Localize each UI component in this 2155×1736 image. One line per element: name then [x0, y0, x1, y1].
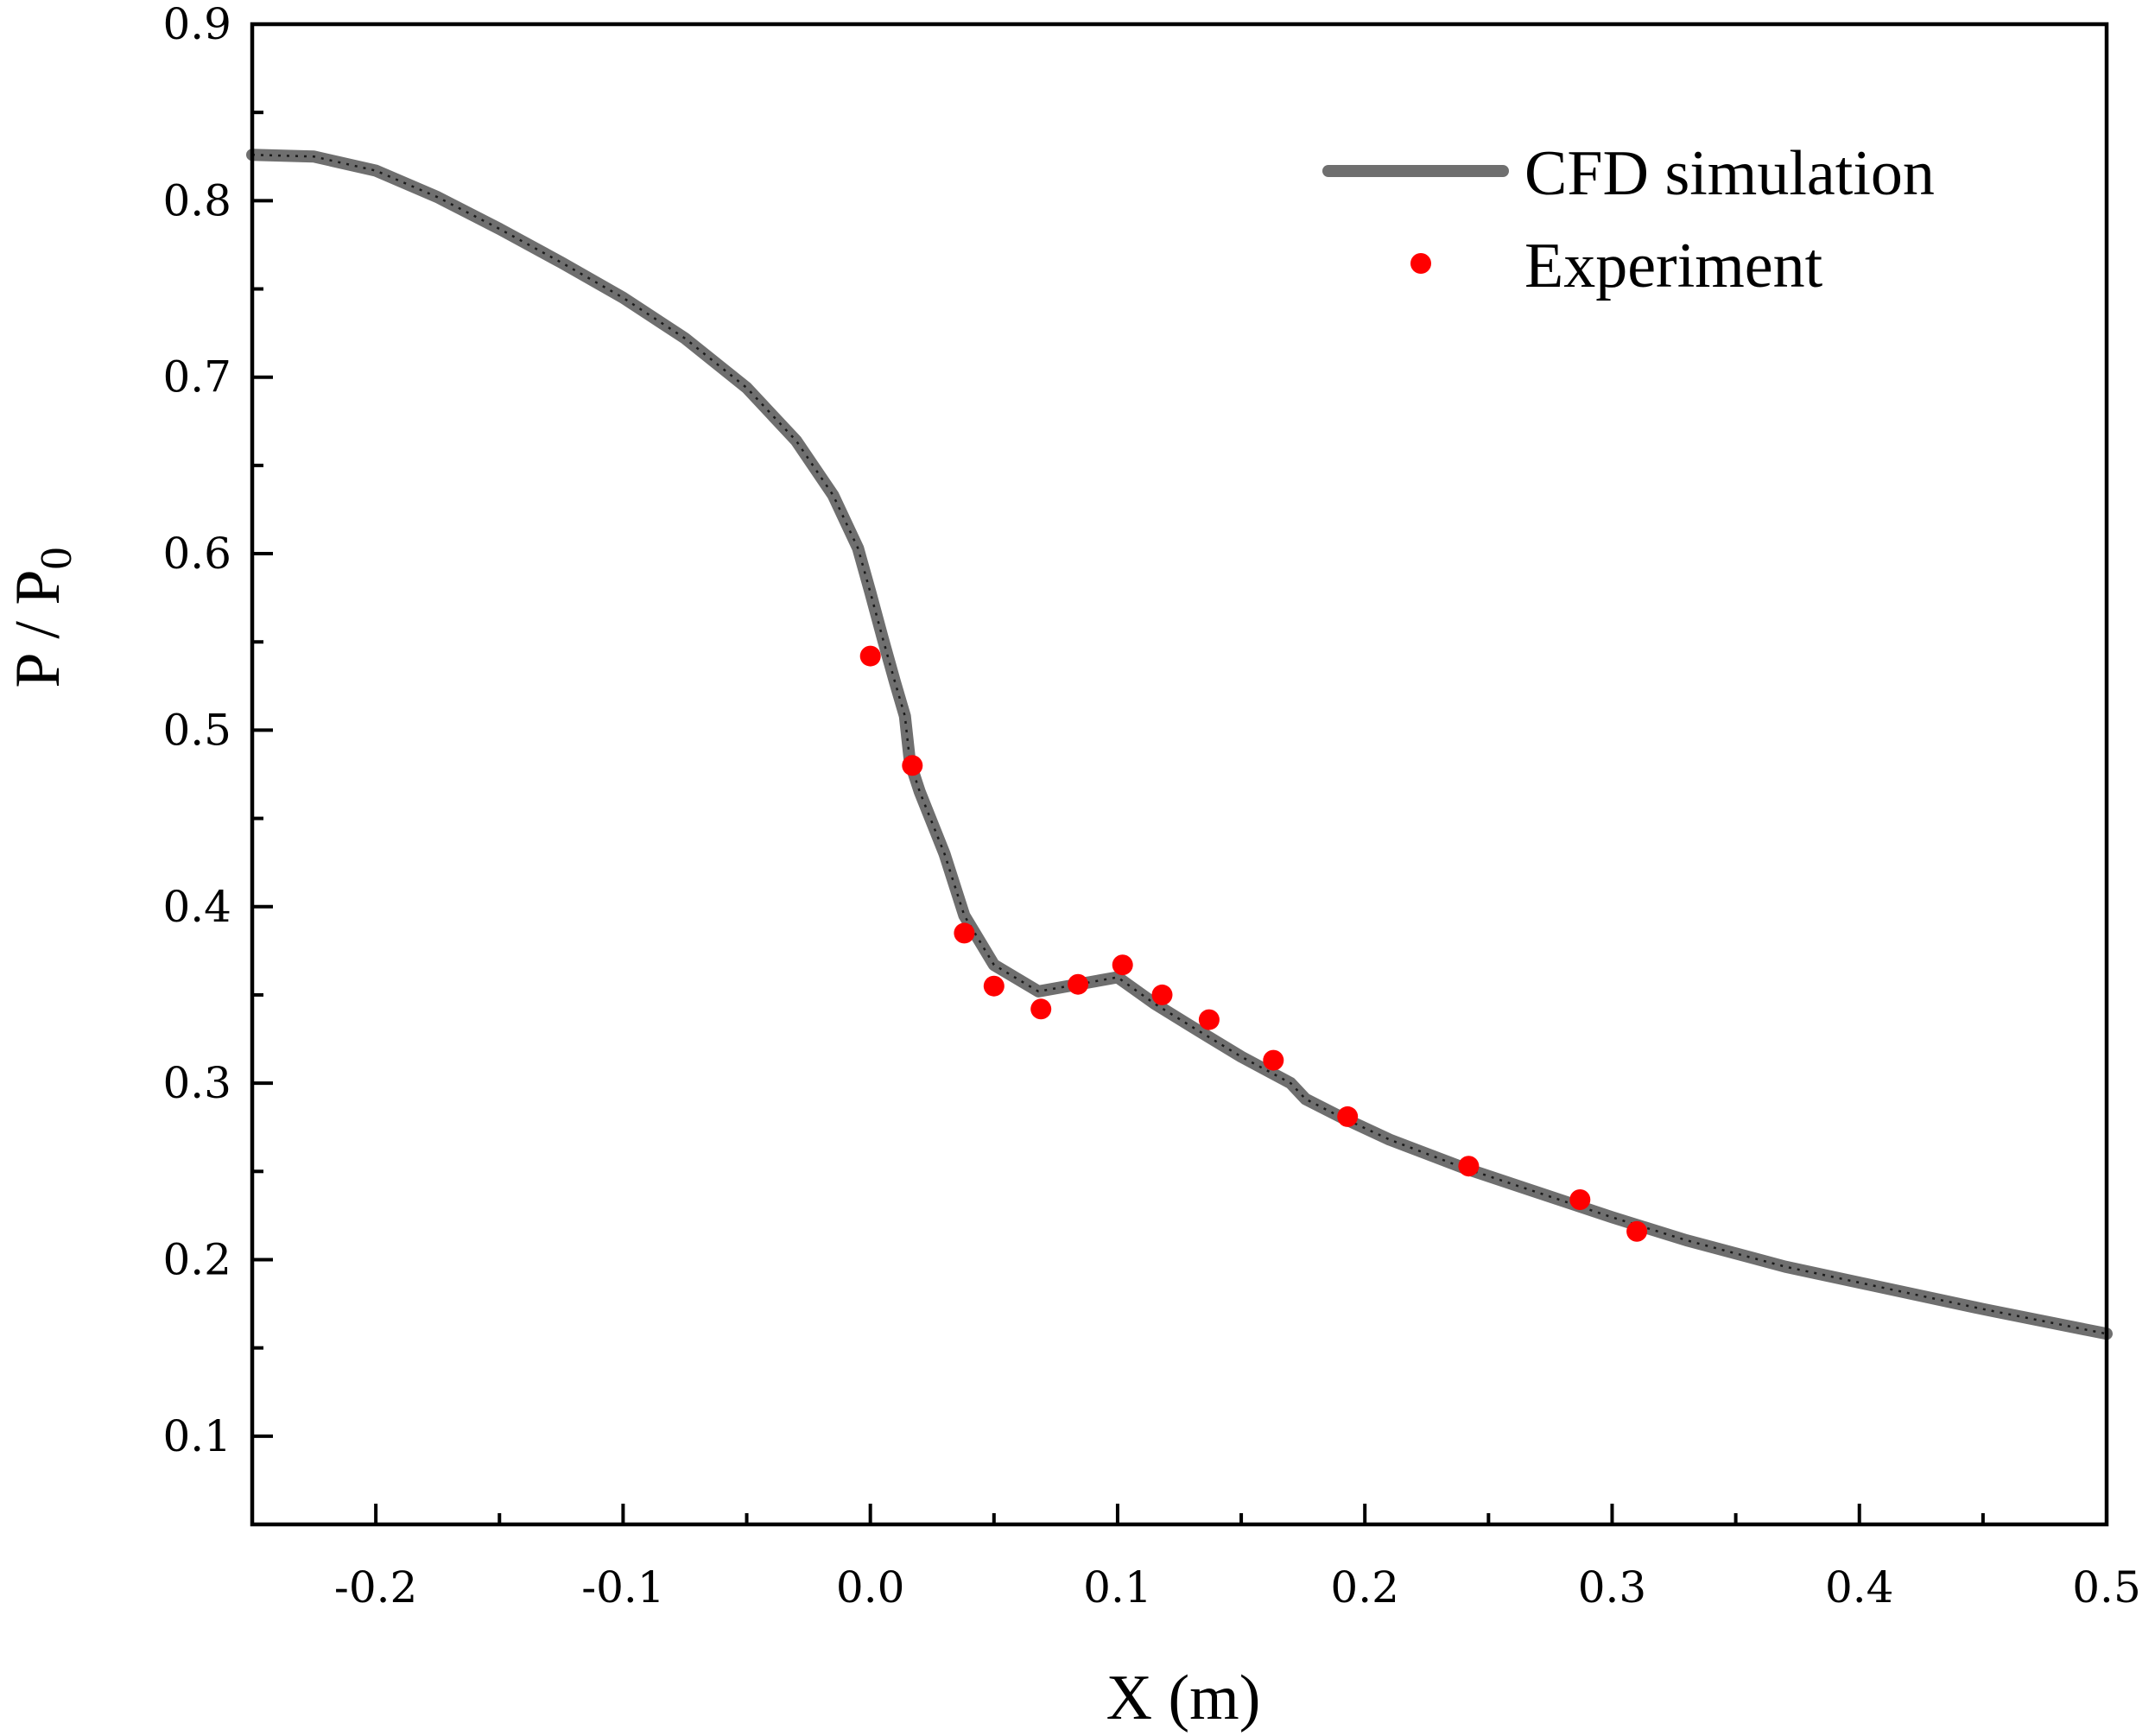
x-tick-label: 0.5 — [2072, 1562, 2141, 1612]
y-tick-label: 0.2 — [162, 1234, 231, 1284]
y-tick-labels: 0.1 0.2 0.3 0.4 0.5 0.6 0.7 0.8 0.9 — [162, 0, 231, 1461]
experiment-point — [1626, 1220, 1648, 1242]
x-axis-title: X (m) — [1106, 1663, 1261, 1733]
y-tick-label: 0.6 — [162, 529, 231, 579]
y-tick-label: 0.3 — [162, 1058, 231, 1108]
experiment-point — [1569, 1189, 1591, 1210]
legend-label-simulation: CFD simulation — [1524, 138, 1935, 209]
x-tick-label: -0.2 — [334, 1562, 417, 1612]
simulation-line — [246, 149, 2113, 1340]
experiment-point — [954, 922, 975, 944]
y-tick-label: 0.4 — [162, 882, 231, 932]
simulation-line-dots — [251, 153, 2107, 1335]
y-tick-label: 0.7 — [162, 352, 231, 402]
experiment-point — [859, 645, 881, 667]
y-tick-label: 0.5 — [162, 705, 231, 755]
x-tick-label: 0.0 — [836, 1562, 905, 1612]
experiment-point — [1198, 1009, 1220, 1030]
y-axis-title-subscript: 0 — [32, 547, 81, 569]
y-tick-label: 0.8 — [162, 175, 231, 225]
y-tick-label: 0.9 — [162, 0, 231, 49]
y-axis-title-main: P / P — [3, 569, 73, 687]
experiment-point — [1151, 984, 1173, 1005]
y-tick-label: 0.1 — [162, 1411, 231, 1461]
plot-area — [246, 149, 2113, 1340]
legend-dot-marker — [1410, 253, 1431, 274]
legend: CFD simulation Experiment — [1322, 138, 1935, 301]
x-tick-label: 0.2 — [1330, 1562, 1399, 1612]
legend-label-experiment: Experiment — [1524, 231, 1823, 301]
x-tick-label: 0.1 — [1083, 1562, 1152, 1612]
x-tick-labels: -0.2 -0.1 0.0 0.1 0.2 0.3 0.4 0.5 — [334, 1562, 2141, 1612]
y-axis-title-group: P / P0 — [3, 547, 81, 687]
x-tick-label: 0.3 — [1578, 1562, 1647, 1612]
x-tick-label: 0.4 — [1825, 1562, 1894, 1612]
plot-frame — [250, 22, 2109, 1527]
y-axis-title: P / P0 — [3, 547, 81, 687]
x-tick-label: -0.1 — [581, 1562, 664, 1612]
experiment-point — [1337, 1106, 1359, 1127]
experiment-point — [902, 755, 923, 776]
experiment-point — [1263, 1049, 1284, 1071]
experiment-point — [1068, 973, 1089, 995]
experiment-point — [1112, 954, 1133, 976]
experiment-point — [1030, 998, 1052, 1020]
experiment-point — [983, 975, 1005, 997]
experiment-point — [1458, 1156, 1480, 1177]
